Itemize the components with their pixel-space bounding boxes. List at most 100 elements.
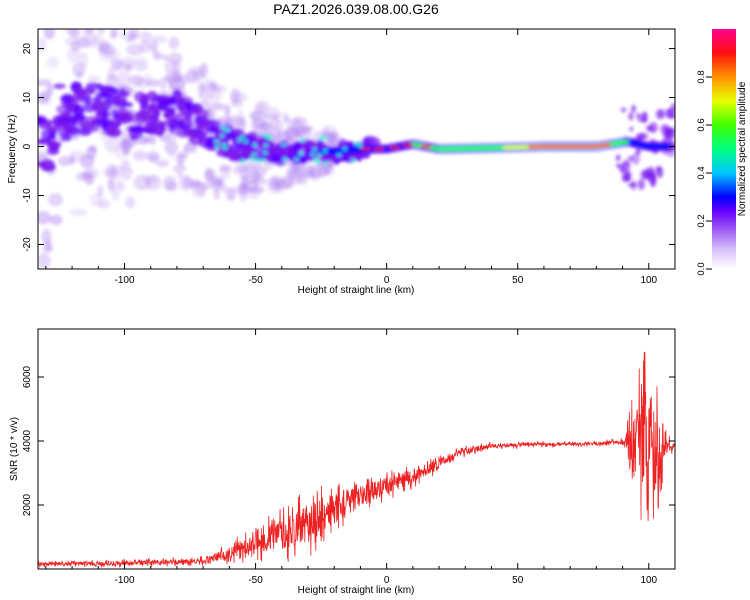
- spectrogram-noise: [38, 211, 52, 225]
- spectrogram-noise: [41, 245, 53, 253]
- spectrogram-noise: [103, 20, 114, 27]
- spectrogram-cloud: [78, 128, 92, 136]
- spectrogram-cloud: [648, 122, 658, 134]
- spectrogram-noise: [155, 159, 170, 168]
- spectrogram-cloud: [623, 159, 631, 171]
- spectrogram-noise: [164, 139, 179, 155]
- spectrogram-noise: [41, 228, 52, 245]
- spectrogram-cloud: [61, 95, 71, 108]
- spectrogram-noise: [69, 208, 88, 216]
- snr-xtick-label: 0: [384, 575, 390, 586]
- spectrogram-xtick-label: 50: [512, 275, 524, 286]
- spectrogram-cloud: [628, 112, 634, 121]
- spectrogram-knot: [318, 135, 324, 140]
- spectrogram-knot: [266, 134, 272, 139]
- spectrogram-marks: [38, 11, 675, 269]
- spectrogram-noise: [64, 37, 80, 46]
- spectrogram-cloud: [227, 149, 240, 162]
- spectrogram-noise: [105, 74, 119, 88]
- spectrogram-noise: [152, 51, 163, 60]
- spectrogram-noise: [48, 192, 63, 207]
- spectrogram-noise: [44, 92, 52, 107]
- spectrogram-cloud: [625, 170, 632, 182]
- spectrogram-cloud: [627, 155, 634, 162]
- spectrogram-noise: [205, 168, 216, 181]
- snr-xtick-label: -100: [114, 575, 134, 586]
- spectrogram-knot: [317, 152, 323, 157]
- spectrogram-noise: [172, 164, 187, 173]
- spectrogram-knot: [300, 138, 306, 143]
- spectrogram-cloud: [185, 103, 199, 111]
- spectrogram-noise: [75, 70, 84, 79]
- spectrogram-cloud: [208, 135, 215, 149]
- spectrogram-noise: [87, 75, 101, 83]
- spectrogram-knot: [312, 147, 318, 152]
- spectrogram-cloud: [146, 90, 159, 102]
- spectrogram-noise: [94, 11, 103, 26]
- spectrogram-knot: [237, 137, 243, 142]
- spectrogram-band-core: [623, 139, 630, 145]
- spectrogram-knot: [219, 133, 225, 138]
- spectrogram-knot: [255, 158, 261, 163]
- spectrogram-noise: [324, 131, 341, 142]
- spectrogram-cloud: [136, 119, 145, 126]
- spectrogram-knot: [282, 157, 288, 162]
- spectrogram-noise: [99, 50, 117, 63]
- spectrogram-band-peak: [419, 144, 432, 149]
- spectrogram-cloud: [176, 111, 193, 119]
- spectrogram-noise: [159, 135, 172, 142]
- spectrogram-noise: [247, 173, 265, 181]
- spectrogram-knot: [240, 158, 246, 163]
- spectrogram-band-mid: [664, 143, 671, 150]
- spectrogram-cloud: [93, 100, 104, 113]
- spectrogram-cloud: [670, 103, 675, 112]
- colorbar-gradient: [712, 29, 736, 269]
- spectrogram-noise: [178, 175, 194, 192]
- spectrogram-cloud: [111, 109, 119, 119]
- spectrogram-noise: [119, 31, 128, 39]
- spectrogram-noise: [264, 113, 278, 121]
- spectrogram-knot: [224, 127, 230, 132]
- spectrogram-noise: [126, 43, 144, 56]
- spectrogram-xtick-label: 100: [640, 275, 657, 286]
- spectrogram-noise: [146, 150, 160, 162]
- spectrogram-noise: [111, 29, 118, 37]
- spectrogram-noise: [247, 185, 265, 194]
- spectrogram-noise: [121, 159, 131, 171]
- spectrogram-xtick-label: -50: [248, 275, 263, 286]
- spectrogram-knot: [322, 149, 328, 154]
- spectrogram-noise: [161, 54, 170, 62]
- spectrogram-cloud: [619, 163, 625, 174]
- spectrogram-cloud: [48, 144, 59, 152]
- spectrogram-knot: [221, 142, 227, 147]
- spectrogram-cloud: [46, 125, 61, 132]
- spectrogram-cloud: [265, 141, 272, 150]
- spectrogram-cloud: [631, 105, 637, 113]
- spectrogram-noise: [224, 104, 231, 118]
- colorbar-tick-label: 0.2: [696, 214, 707, 227]
- spectrogram-noise: [77, 36, 90, 49]
- spectrogram-cloud: [102, 108, 109, 120]
- spectrogram-noise: [240, 176, 249, 191]
- spectrogram-knot: [262, 133, 268, 138]
- spectrogram-cloud: [143, 115, 158, 125]
- spectrogram-noise: [231, 99, 244, 108]
- spectrogram-knot: [281, 142, 287, 147]
- spectrogram-noise: [127, 29, 140, 41]
- spectrogram-noise: [250, 118, 258, 133]
- spectrogram-cloud: [629, 126, 634, 132]
- spectrogram-knot: [239, 135, 245, 140]
- spectrogram-noise: [219, 164, 232, 172]
- spectrogram-cloud: [222, 130, 239, 141]
- spectrogram-noise: [144, 175, 158, 185]
- spectrogram-cloud: [129, 134, 138, 141]
- colorbar-tick-label: 0.0: [696, 262, 707, 275]
- spectrogram-cloud: [196, 127, 211, 136]
- spectrogram-knot: [350, 158, 356, 163]
- colorbar-tick-label: 0.8: [696, 70, 707, 83]
- spectrogram-noise: [168, 75, 186, 91]
- spectrogram-noise: [285, 171, 304, 186]
- spectrogram-band-peak: [388, 145, 401, 150]
- spectrogram-noise: [57, 156, 73, 166]
- spectrogram-knot: [214, 144, 220, 149]
